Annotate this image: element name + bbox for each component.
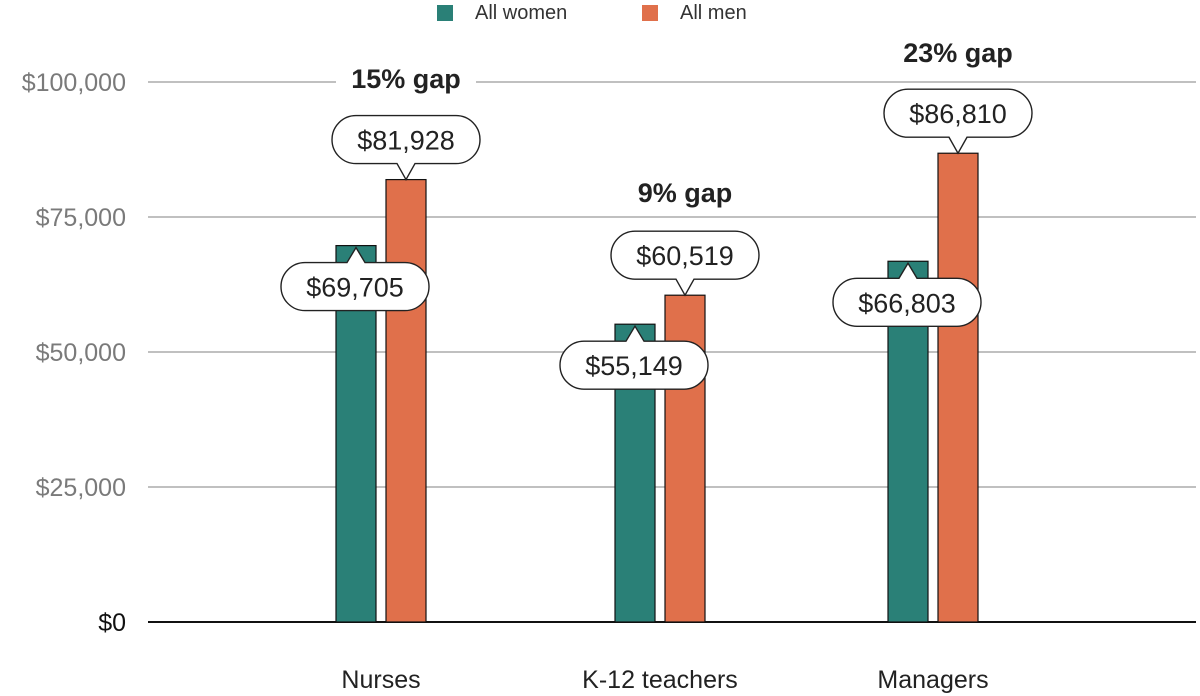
y-tick-label: $75,000: [36, 204, 126, 232]
data-label-men-bubble: [883, 88, 1033, 155]
y-tick-label: $25,000: [36, 474, 126, 502]
gap-annotation: 15% gap: [351, 64, 461, 94]
y-tick-label: $50,000: [36, 339, 126, 367]
data-label-men: $86,810: [909, 99, 1007, 129]
legend-item-men: All men: [642, 1, 747, 24]
legend-label-men: All men: [680, 1, 747, 24]
data-label-men: $81,928: [357, 126, 455, 156]
data-label-women-bubble: [559, 324, 709, 390]
data-label-men-bubble: [610, 230, 760, 297]
data-label-women: $66,803: [858, 288, 956, 318]
legend-swatch-men: [642, 5, 658, 21]
legend-swatch-women: [437, 5, 453, 21]
gap-annotation: 23% gap: [903, 38, 1013, 68]
gap-annotation-bg: [888, 38, 1028, 72]
x-tick-label: Nurses: [341, 666, 420, 694]
x-tick-label: Managers: [877, 666, 988, 694]
data-label-women-bubble: [280, 246, 430, 312]
data-label-women: $55,149: [585, 351, 683, 381]
legend-label-women: All women: [475, 1, 568, 24]
gap-annotation-bg: [615, 178, 755, 212]
legend-item-women: All women: [437, 1, 568, 24]
data-label-women-bubble: [832, 261, 982, 327]
bar-men: [937, 152, 979, 623]
legend: All women All men: [0, 0, 1200, 28]
y-tick-label: $100,000: [22, 69, 126, 97]
x-tick-label: K-12 teachers: [582, 666, 738, 694]
data-label-women: $69,705: [306, 273, 404, 303]
gap-annotation-bg: [336, 64, 476, 98]
data-label-men-bubble: [331, 114, 481, 182]
bar-men: [385, 178, 427, 623]
data-label-men: $60,519: [636, 241, 734, 271]
gap-annotation: 9% gap: [638, 178, 733, 208]
y-tick-label: $0: [98, 609, 126, 637]
